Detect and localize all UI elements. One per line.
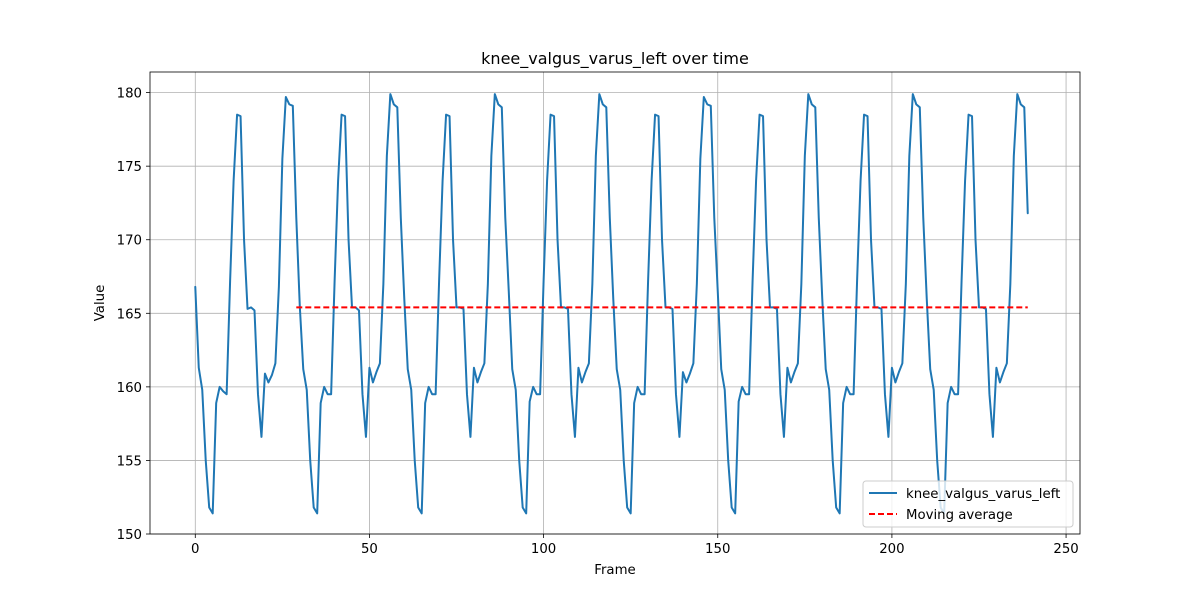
y-tick-label: 155 (117, 454, 142, 469)
x-tick-label: 150 (705, 542, 730, 557)
legend-label-series-1: knee_valgus_varus_left (906, 487, 1060, 502)
y-tick-label: 165 (117, 307, 142, 322)
x-tick-label: 100 (531, 542, 556, 557)
y-tick-label: 160 (117, 381, 142, 396)
legend-label-series-2: Moving average (906, 508, 1013, 523)
legend-box (862, 480, 1074, 528)
y-tick-label: 170 (117, 234, 142, 249)
x-axis-label: Frame (594, 563, 635, 578)
x-tick-label: 200 (879, 542, 904, 557)
y-axis: 150 155 160 165 170 175 180 (117, 87, 150, 543)
y-axis-label: Value (93, 285, 108, 322)
x-tick-label: 0 (191, 542, 199, 557)
y-tick-label: 150 (117, 528, 142, 543)
plot-frame (149, 71, 1081, 535)
chart-title: knee_valgus_varus_left over time (481, 49, 749, 69)
y-tick-label: 180 (117, 87, 142, 102)
y-tick-label: 175 (117, 160, 142, 175)
x-axis: 0 50 100 150 200 250 (191, 534, 1079, 557)
series-layer (194, 93, 1029, 515)
x-tick-label: 250 (1053, 542, 1078, 557)
x-tick-label: 50 (361, 542, 378, 557)
series-line-knee-valgus-varus-left (194, 93, 1029, 515)
legend: knee_valgus_varus_left Moving average (862, 480, 1074, 528)
